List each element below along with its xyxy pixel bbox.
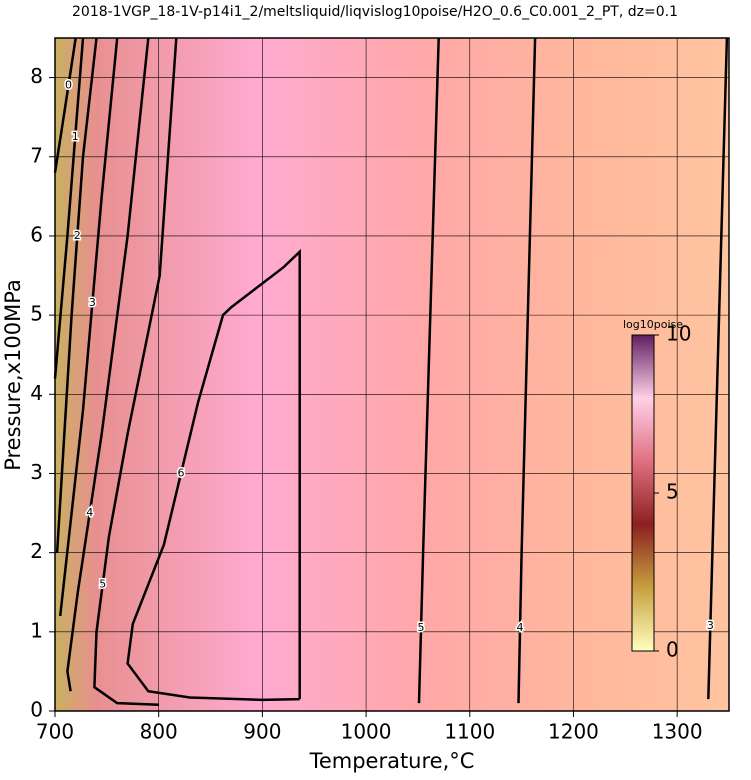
contour-label: 2 (74, 229, 81, 242)
contour-line (707, 37, 729, 700)
contour-line (58, 37, 119, 617)
colorbar-tick-label: 10 (666, 322, 691, 346)
y-tick-label: 6 (30, 222, 43, 246)
contour-line (417, 37, 440, 704)
contour-line (517, 37, 537, 704)
y-tick-label: 0 (30, 698, 43, 722)
x-tick-label: 900 (243, 720, 281, 744)
y-tick-label: 2 (30, 539, 43, 563)
x-tick-label: 700 (36, 720, 74, 744)
y-tick-label: 5 (30, 302, 43, 326)
colorbar (631, 334, 655, 652)
y-tick-label: 4 (30, 381, 43, 405)
contour-label: 4 (517, 621, 524, 634)
contour-label: 5 (418, 621, 425, 634)
y-tick-label: 8 (30, 64, 43, 88)
contour-label: 0 (65, 79, 72, 92)
y-tick-label: 1 (30, 618, 43, 642)
y-tick-label: 7 (30, 143, 43, 167)
plot-background (55, 38, 729, 711)
contour-line (93, 37, 178, 706)
contour-line (66, 37, 150, 692)
contour-label: 3 (89, 296, 96, 309)
contour-line (55, 37, 98, 553)
contour-label: 4 (86, 506, 93, 519)
x-tick-label: 800 (140, 720, 178, 744)
x-tick-label: 1100 (444, 720, 495, 744)
x-tick-label: 1000 (341, 720, 392, 744)
contour-line (53, 37, 77, 173)
contour-line (126, 248, 301, 702)
x-axis-label: Temperature,°C (309, 749, 475, 773)
chart-title: 2018-1VGP_18-1V-p14i1_2/meltsliquid/liqv… (72, 4, 678, 20)
contour-label: 3 (707, 619, 714, 632)
colorbar-tick-label: 0 (666, 638, 679, 662)
contour-label: 6 (177, 466, 184, 479)
contour-label: 1 (72, 130, 79, 143)
contour-label: 5 (99, 577, 106, 590)
x-tick-label: 1300 (652, 720, 703, 744)
colorbar-tick-label: 5 (666, 480, 679, 504)
colorbar-label: log10poise (623, 318, 683, 331)
x-tick-label: 1200 (548, 720, 599, 744)
plot-frame (54, 37, 730, 712)
contour-line (53, 37, 85, 379)
y-axis-label: Pressure,x100MPa (1, 279, 25, 471)
y-tick-label: 3 (30, 460, 43, 484)
